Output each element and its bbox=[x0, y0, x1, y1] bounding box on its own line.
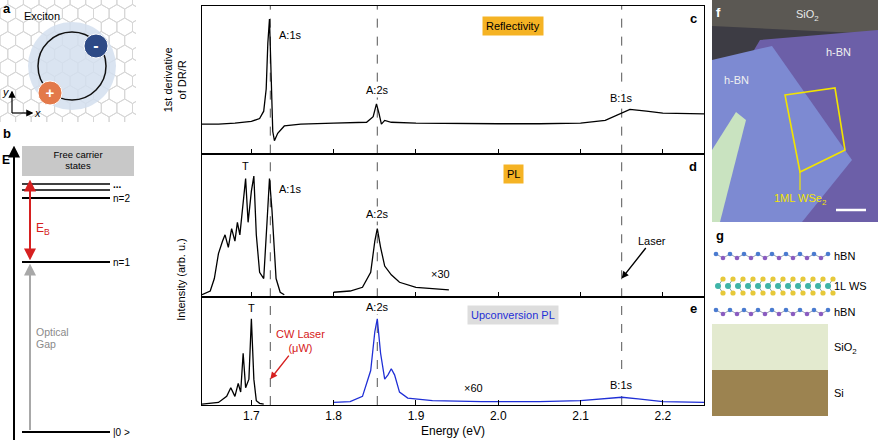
svg-text:states: states bbox=[65, 160, 91, 171]
svg-text:CW Laser(μW): CW Laser(μW) bbox=[276, 328, 325, 354]
svg-text:|0 >: |0 > bbox=[113, 427, 130, 438]
svg-text:SiO2: SiO2 bbox=[834, 341, 857, 356]
svg-text:e: e bbox=[690, 301, 697, 316]
svg-text:×60: ×60 bbox=[464, 382, 483, 394]
svg-text:Reflectivity: Reflectivity bbox=[486, 20, 540, 32]
svg-text:g: g bbox=[716, 228, 724, 243]
svg-text:Free carrier: Free carrier bbox=[53, 149, 102, 160]
svg-text:Upconversion PL: Upconversion PL bbox=[471, 309, 555, 321]
svg-text:y: y bbox=[2, 86, 10, 98]
svg-text:Si: Si bbox=[834, 387, 844, 399]
svg-text:d: d bbox=[689, 159, 697, 174]
svg-text:T: T bbox=[242, 160, 249, 172]
svg-text:Intensity (arb. u.): Intensity (arb. u.) bbox=[175, 238, 187, 321]
svg-text:n=2: n=2 bbox=[113, 193, 130, 204]
svg-text:Laser: Laser bbox=[638, 235, 666, 247]
svg-text:1.8: 1.8 bbox=[325, 409, 342, 423]
svg-text:Exciton: Exciton bbox=[24, 10, 60, 22]
svg-text:h-BN: h-BN bbox=[826, 46, 851, 58]
svg-text:a: a bbox=[3, 1, 11, 16]
svg-text:2.1: 2.1 bbox=[572, 409, 589, 423]
svg-text:Gap: Gap bbox=[36, 338, 56, 350]
svg-text:A:2s: A:2s bbox=[366, 84, 389, 96]
svg-text:Optical: Optical bbox=[36, 326, 69, 338]
svg-text:2.0: 2.0 bbox=[490, 409, 507, 423]
svg-text:b: b bbox=[3, 126, 11, 141]
svg-text:1.9: 1.9 bbox=[408, 409, 425, 423]
svg-text:1L WS: 1L WS bbox=[834, 280, 867, 292]
svg-text:h-BN: h-BN bbox=[724, 74, 749, 86]
svg-text:B:1s: B:1s bbox=[610, 92, 633, 104]
svg-text:×30: ×30 bbox=[431, 268, 450, 280]
svg-text:...: ... bbox=[113, 179, 122, 190]
svg-text:2.2: 2.2 bbox=[655, 409, 672, 423]
svg-text:EB: EB bbox=[36, 221, 50, 237]
svg-text:A:2s: A:2s bbox=[366, 208, 389, 220]
svg-text:SiO2: SiO2 bbox=[796, 8, 819, 23]
svg-text:c: c bbox=[690, 11, 697, 26]
svg-text:E: E bbox=[2, 153, 10, 167]
svg-text:Energy (eV): Energy (eV) bbox=[421, 424, 485, 438]
svg-text:+: + bbox=[46, 84, 55, 101]
svg-text:B:1s: B:1s bbox=[610, 379, 633, 391]
svg-text:1.7: 1.7 bbox=[243, 409, 260, 423]
svg-text:A:1s: A:1s bbox=[279, 183, 302, 195]
svg-text:A:2s: A:2s bbox=[366, 301, 389, 313]
svg-text:x: x bbox=[34, 107, 41, 119]
svg-text:PL: PL bbox=[507, 168, 520, 180]
svg-text:f: f bbox=[716, 5, 721, 20]
svg-text:hBN: hBN bbox=[834, 306, 855, 318]
svg-text:hBN: hBN bbox=[834, 250, 855, 262]
svg-text:1ML WSe2: 1ML WSe2 bbox=[774, 192, 826, 207]
svg-text:n=1: n=1 bbox=[113, 257, 130, 268]
svg-text:T: T bbox=[248, 302, 255, 314]
svg-text:A:1s: A:1s bbox=[279, 29, 302, 41]
svg-text:1st derivativeof DR/R: 1st derivativeof DR/R bbox=[162, 47, 188, 112]
svg-text:-: - bbox=[93, 37, 98, 54]
